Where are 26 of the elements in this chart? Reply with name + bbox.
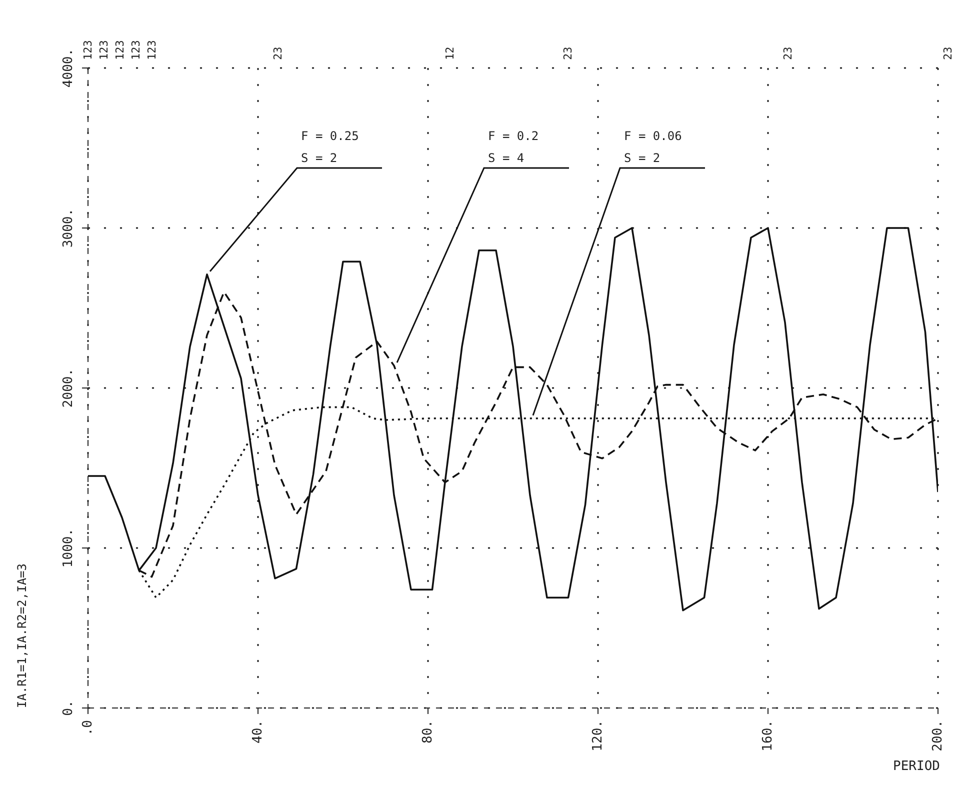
text: 23 <box>942 46 954 60</box>
text: 123 <box>98 40 110 60</box>
text: 23 <box>782 46 794 60</box>
x-tick-label: 200. <box>930 720 946 752</box>
y-tick-label: 1000. <box>61 528 76 568</box>
text: 123 <box>130 40 142 60</box>
x-axis-title: PERIOD <box>893 759 940 774</box>
x-tick-label: .0 <box>80 720 96 736</box>
y-axis-title: IA.R1=1,IA.R2=2,IA=3 <box>15 564 29 708</box>
text: 123 <box>82 40 94 60</box>
text: 23 <box>562 46 574 60</box>
y-tick-label: 2000. <box>61 368 76 408</box>
text: 123 <box>114 40 126 60</box>
x-tick-label: 120. <box>590 720 606 752</box>
x-tick-label: 80. <box>420 720 436 744</box>
y-tick-label: 4000. <box>61 48 76 88</box>
x-tick-label: 40. <box>250 720 266 744</box>
text: 23 <box>272 46 284 60</box>
y-tick-label: 0. <box>61 700 76 716</box>
annotation: F = 0.2 S = 4 <box>488 129 539 165</box>
x-tick-label: 160. <box>760 720 776 752</box>
text: 123 <box>146 40 158 60</box>
text: 12 <box>444 46 456 60</box>
annotation: F = 0.06 S = 2 <box>624 129 682 165</box>
y-tick-label: 3000. <box>61 208 76 248</box>
annotation: F = 0.25 S = 2 <box>301 129 359 165</box>
